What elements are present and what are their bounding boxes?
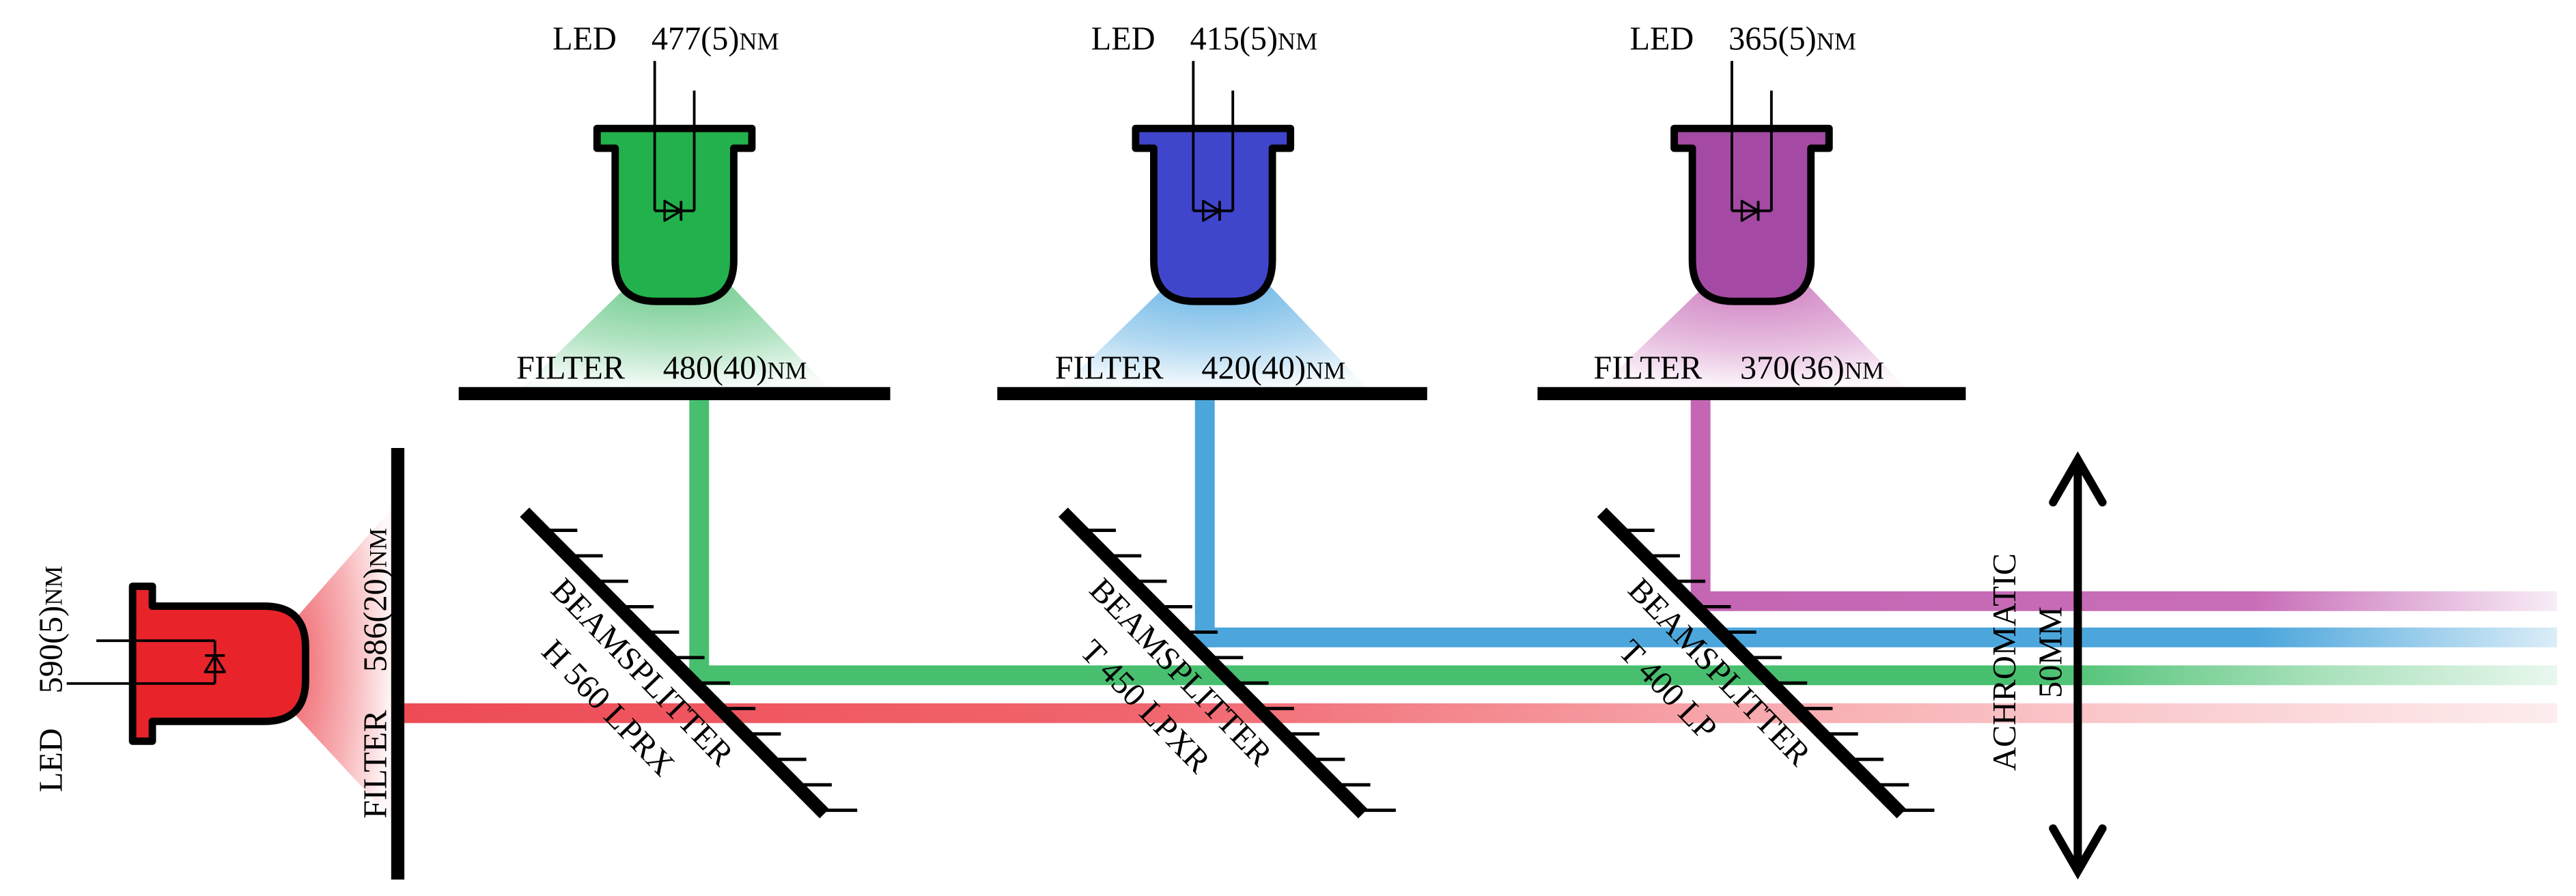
output-beams bbox=[404, 591, 2558, 723]
lens-title: ACHROMATIC bbox=[1987, 553, 2023, 771]
led-label: LED bbox=[1091, 20, 1156, 57]
light-cone-purple bbox=[1598, 283, 1907, 389]
arrow-up-icon bbox=[2049, 451, 2107, 507]
led-wavelength: 415(5)NM bbox=[1190, 20, 1318, 57]
led-wavelength: 590(5)NM bbox=[33, 566, 69, 694]
channel-blue: LED 415(5)NM FILTER 420(40)NM bbox=[997, 20, 1427, 647]
filter-label: FILTER bbox=[516, 350, 626, 387]
light-cone-blue bbox=[1059, 283, 1368, 389]
filter-band: 480(40)NM bbox=[663, 350, 807, 387]
achromatic-lens: ACHROMATIC 50MM bbox=[1987, 451, 2107, 880]
beamsplitter-hatches bbox=[542, 529, 858, 812]
beamsplitter-3: BEAMSPLITTER T 400 LP bbox=[1597, 507, 1935, 819]
lens-focal-length: 50MM bbox=[2032, 606, 2069, 698]
channel-purple: LED 365(5)NM FILTER 370(36)NM bbox=[1537, 20, 1966, 611]
diode-symbol-icon bbox=[1202, 199, 1221, 222]
led-label: LED bbox=[1629, 20, 1694, 57]
beam-blue-vertical bbox=[1194, 400, 1215, 647]
beamsplitter-2: BEAMSPLITTER T 450 LPXR bbox=[1058, 507, 1396, 819]
led-wavelength: 477(5)NM bbox=[652, 20, 779, 57]
filter-label: FILTER bbox=[1593, 350, 1703, 387]
led-label: LED bbox=[552, 20, 617, 57]
led-label: LED bbox=[33, 728, 69, 792]
diode-symbol-icon bbox=[663, 199, 682, 222]
filter-band: 420(40)NM bbox=[1201, 350, 1345, 387]
beamsplitter-hatches bbox=[1081, 529, 1396, 812]
beam-green-horizontal bbox=[689, 665, 2558, 686]
filter-band: 586(20)NM bbox=[358, 528, 394, 672]
beamsplitter-plate bbox=[1597, 507, 1907, 819]
channel-red: LED 590(5)NM FILTER 586(20)NM bbox=[33, 448, 405, 880]
filter-label: FILTER bbox=[358, 710, 394, 819]
diode-symbol-icon bbox=[204, 654, 226, 673]
beam-purple-vertical bbox=[1690, 400, 1711, 611]
led-wavelength: 365(5)NM bbox=[1728, 20, 1856, 57]
arrow-down-icon bbox=[2049, 824, 2107, 880]
diode-symbol-icon bbox=[1740, 199, 1760, 222]
filter-red-label: FILTER 586(20)NM bbox=[358, 528, 394, 819]
beamsplitter-1: BEAMSPLITTER H 560 LPRX bbox=[520, 507, 858, 819]
beamsplitter-hatches bbox=[1619, 529, 1935, 812]
channel-green: LED 477(5)NM FILTER 480(40)NM bbox=[458, 20, 891, 686]
filter-band: 370(36)NM bbox=[1740, 350, 1884, 387]
beamsplitter-plate bbox=[520, 507, 829, 819]
lens-label: ACHROMATIC bbox=[1987, 553, 2023, 771]
beamsplitter-plate bbox=[1058, 507, 1368, 819]
filter-label: FILTER bbox=[1055, 350, 1164, 387]
beam-red-horizontal bbox=[404, 703, 2558, 723]
light-cone-green bbox=[521, 283, 830, 389]
light-cone-red bbox=[289, 507, 393, 821]
led-red-label: LED 590(5)NM bbox=[33, 566, 69, 793]
lens-focal: 50MM bbox=[2032, 606, 2069, 698]
beam-purple-horizontal bbox=[1690, 591, 2558, 611]
beam-green-vertical bbox=[689, 400, 710, 686]
beam-blue-horizontal bbox=[1194, 627, 2558, 647]
